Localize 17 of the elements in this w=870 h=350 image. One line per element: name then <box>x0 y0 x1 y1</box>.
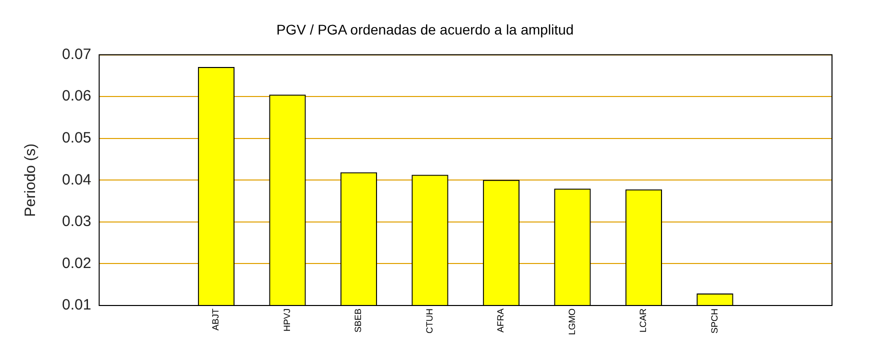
y-tick-label: 0.05 <box>62 130 92 147</box>
y-tick-label: 0.04 <box>62 171 92 188</box>
x-tick-label: HPVJ <box>282 308 292 332</box>
y-tick-label: 0.06 <box>62 88 92 105</box>
x-tick-label: CTUH <box>424 308 434 334</box>
y-tick-label: 0.07 <box>62 46 92 63</box>
y-tick-label: 0.01 <box>62 296 92 314</box>
chart-title: PGV / PGA ordenadas de acuerdo a la amplitud <box>276 21 574 38</box>
y-axis-title: Periodo (s) <box>22 143 40 217</box>
x-tick-label: LCAR <box>638 308 648 333</box>
y-tick-label: 0.03 <box>62 213 92 230</box>
x-tick-label: SBEB <box>353 308 364 333</box>
x-tick-label: AFRA <box>496 308 506 333</box>
x-tick-label: SPCH <box>709 308 720 334</box>
x-tick-label: LGMO <box>566 308 577 336</box>
x-tick-label: ABJT <box>210 308 221 331</box>
y-tick-label: 0.02 <box>62 254 92 272</box>
